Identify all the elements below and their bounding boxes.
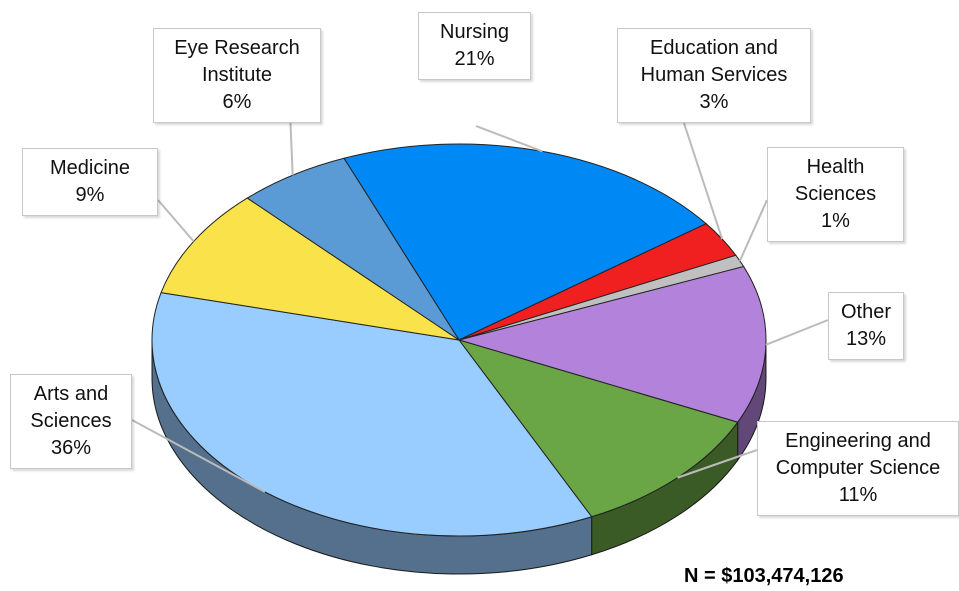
label-value: 11% (838, 484, 878, 506)
label-value: 6% (222, 91, 252, 113)
label-name: Eye Research Institute (174, 37, 300, 86)
data-label: Eye Research Institute 6% (153, 28, 321, 123)
leader-line (765, 319, 829, 346)
leader-line (738, 199, 768, 262)
data-label: Medicine 9% (22, 148, 158, 216)
label-name: Engineering and Computer Science (775, 430, 941, 479)
slice-side-shade (591, 422, 738, 555)
label-name: Education and Human Services (640, 37, 788, 86)
label-value: 3% (699, 91, 729, 113)
label-value: 1% (821, 210, 850, 232)
data-label: Engineering and Computer Science 11% (757, 421, 959, 516)
data-label: Arts and Sciences 36% (10, 374, 132, 469)
data-label: Other 13% (828, 292, 904, 360)
leader-line (475, 125, 543, 153)
label-name: Nursing (440, 21, 509, 43)
label-name: Health Sciences (794, 156, 877, 205)
leader-line (679, 110, 724, 240)
label-name: Arts and Sciences (30, 383, 112, 432)
label-value: 9% (75, 184, 105, 206)
label-value: 21% (454, 48, 495, 70)
slice-side-shade (737, 340, 766, 461)
label-value: 13% (845, 328, 887, 350)
label-value: 36% (50, 437, 92, 459)
data-label: Health Sciences 1% (767, 147, 904, 242)
leader-line (157, 199, 195, 243)
annotation: N = $103,474,126 (684, 565, 844, 587)
slice (457, 339, 739, 518)
data-label: Nursing 21% (418, 12, 531, 80)
slice-side-shade (152, 340, 592, 574)
data-label: Education and Human Services 3% (617, 28, 811, 123)
leader-line (677, 449, 758, 479)
label-name: Other (840, 301, 892, 323)
label-name: Medicine (49, 157, 131, 179)
leader-line (131, 419, 266, 493)
